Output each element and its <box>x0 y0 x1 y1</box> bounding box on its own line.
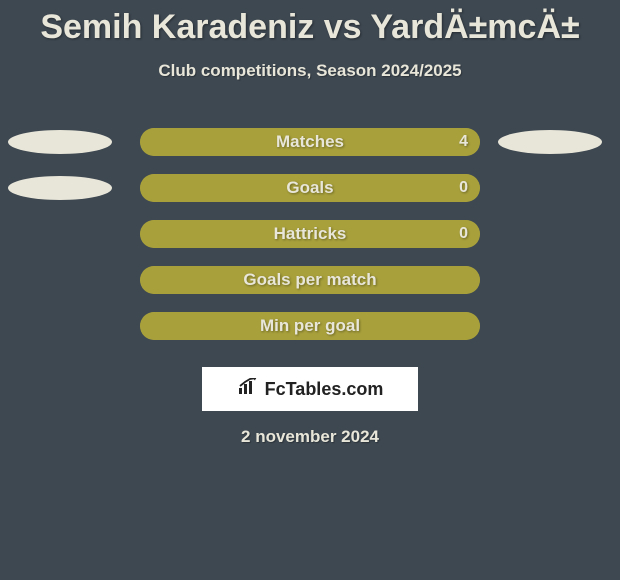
stat-value: 0 <box>459 220 468 248</box>
stats-card: Semih Karadeniz vs YardÄ±mcÄ± Club compe… <box>0 0 620 580</box>
ellipse-left <box>8 176 112 200</box>
stat-bar: Matches4 <box>140 128 480 156</box>
stat-bar: Goals per match <box>140 266 480 294</box>
chart-icon <box>237 378 259 401</box>
stat-label: Min per goal <box>140 312 480 340</box>
stat-bar: Min per goal <box>140 312 480 340</box>
page-subtitle: Club competitions, Season 2024/2025 <box>0 61 620 81</box>
stat-label: Matches <box>140 128 480 156</box>
ellipse-left <box>8 130 112 154</box>
stat-label: Goals <box>140 174 480 202</box>
stat-row: Hattricks0 <box>0 211 620 257</box>
stat-label: Hattricks <box>140 220 480 248</box>
stat-row: Min per goal <box>0 303 620 349</box>
stat-value: 0 <box>459 174 468 202</box>
stat-bar: Goals0 <box>140 174 480 202</box>
logo-badge: FcTables.com <box>202 367 418 411</box>
ellipse-right <box>498 130 602 154</box>
stat-value: 4 <box>459 128 468 156</box>
date-text: 2 november 2024 <box>0 427 620 447</box>
stat-rows: Matches4Goals0Hattricks0Goals per matchM… <box>0 119 620 349</box>
logo-text: FcTables.com <box>237 378 384 401</box>
stat-bar: Hattricks0 <box>140 220 480 248</box>
stat-row: Matches4 <box>0 119 620 165</box>
stat-label: Goals per match <box>140 266 480 294</box>
stat-row: Goals per match <box>0 257 620 303</box>
ellipse-right <box>498 176 602 200</box>
page-title: Semih Karadeniz vs YardÄ±mcÄ± <box>0 0 620 47</box>
logo-label: FcTables.com <box>265 379 384 400</box>
stat-row: Goals0 <box>0 165 620 211</box>
